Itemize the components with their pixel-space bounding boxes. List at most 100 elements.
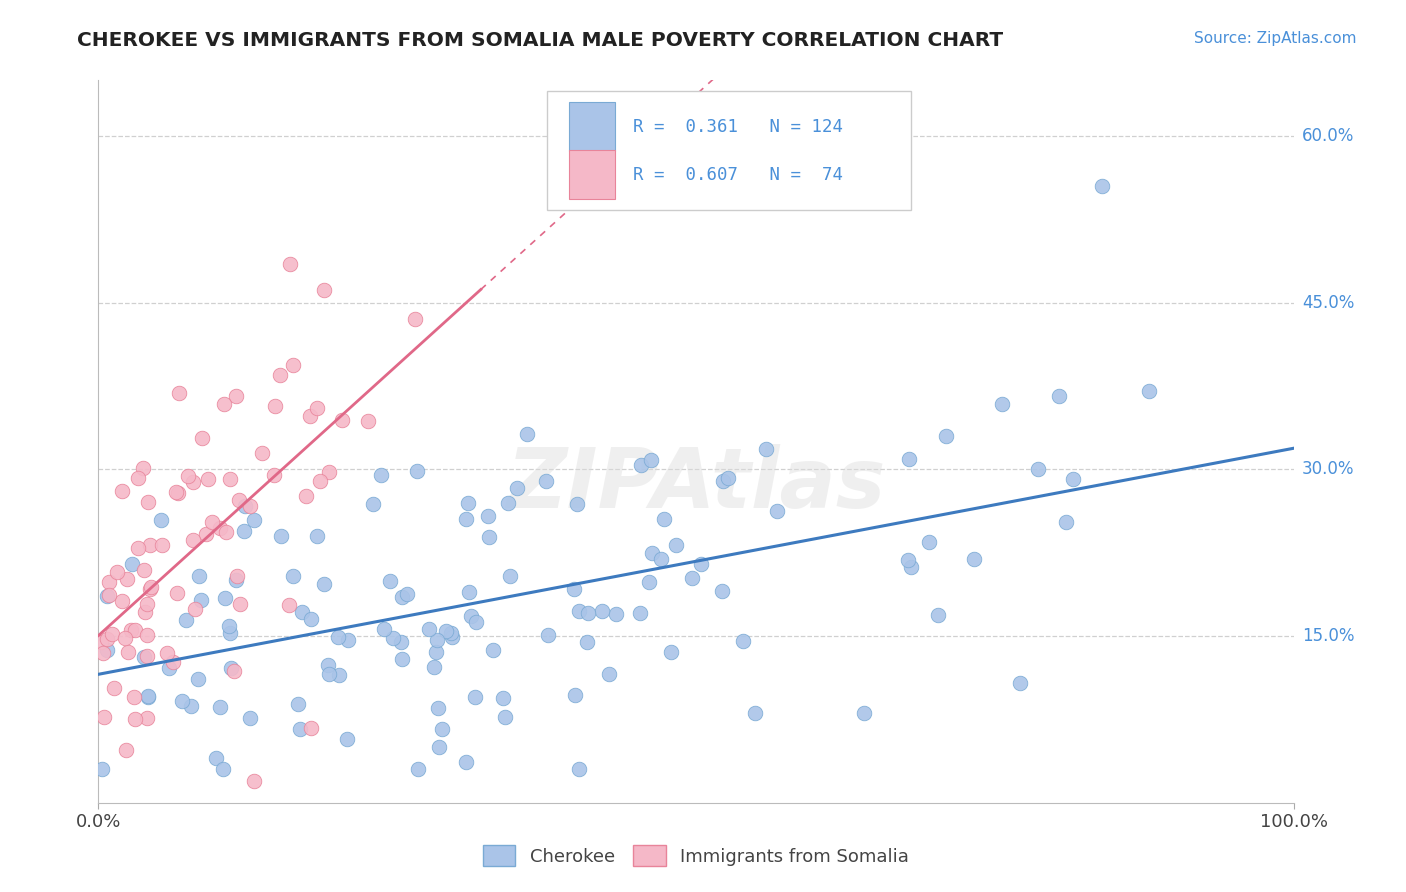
- Text: R =  0.361   N = 124: R = 0.361 N = 124: [633, 118, 842, 136]
- Point: [172, 694, 194, 708]
- Point: [426, 700, 449, 714]
- Point: [900, 559, 922, 574]
- Point: [209, 521, 232, 535]
- Point: [174, 613, 197, 627]
- Point: [568, 604, 591, 618]
- Point: [426, 632, 449, 647]
- Point: [506, 481, 529, 495]
- Point: [454, 512, 477, 526]
- Point: [150, 538, 173, 552]
- Point: [564, 688, 586, 702]
- Point: [852, 706, 875, 721]
- Point: [134, 563, 156, 577]
- Point: [1137, 384, 1160, 399]
- Point: [389, 634, 412, 648]
- Point: [440, 626, 463, 640]
- Point: [307, 529, 329, 543]
- Point: [136, 597, 159, 611]
- Point: [638, 574, 661, 589]
- Point: [197, 472, 219, 486]
- Point: [308, 474, 330, 488]
- Point: [136, 690, 159, 705]
- Point: [114, 632, 136, 646]
- Point: [134, 605, 156, 619]
- Point: [299, 409, 322, 423]
- Point: [564, 582, 586, 596]
- Text: 15.0%: 15.0%: [1302, 627, 1354, 645]
- Text: 60.0%: 60.0%: [1302, 127, 1354, 145]
- Point: [370, 468, 392, 483]
- Point: [357, 414, 380, 428]
- Point: [1028, 462, 1050, 476]
- Point: [576, 635, 599, 649]
- Point: [215, 525, 238, 540]
- Point: [105, 565, 128, 579]
- Point: [404, 312, 426, 326]
- Point: [101, 626, 124, 640]
- Point: [211, 763, 233, 777]
- Point: [664, 538, 686, 552]
- Point: [191, 431, 214, 445]
- Point: [98, 574, 121, 589]
- Point: [155, 646, 177, 660]
- Point: [755, 442, 778, 456]
- Point: [243, 513, 266, 527]
- Point: [212, 397, 235, 411]
- Point: [690, 557, 713, 571]
- Point: [219, 625, 242, 640]
- Point: [117, 645, 139, 659]
- Point: [628, 606, 651, 620]
- Point: [494, 710, 516, 724]
- Point: [330, 413, 353, 427]
- Point: [103, 681, 125, 696]
- Point: [731, 633, 754, 648]
- Point: [425, 645, 447, 659]
- Point: [277, 598, 299, 612]
- Point: [190, 593, 212, 607]
- Point: [181, 533, 204, 547]
- Point: [204, 751, 226, 765]
- Point: [122, 690, 145, 704]
- Point: [250, 445, 273, 459]
- Point: [418, 622, 440, 636]
- Point: [136, 711, 159, 725]
- Point: [128, 541, 150, 555]
- Point: [423, 659, 446, 673]
- Point: [991, 397, 1014, 411]
- Point: [135, 628, 157, 642]
- Point: [124, 624, 146, 638]
- Point: [464, 615, 486, 630]
- Point: [576, 606, 599, 620]
- Point: [93, 709, 115, 723]
- Point: [963, 552, 986, 566]
- Point: [405, 464, 427, 478]
- Point: [96, 632, 118, 646]
- Point: [567, 763, 589, 777]
- Point: [1047, 389, 1070, 403]
- Point: [287, 698, 309, 712]
- Point: [149, 513, 172, 527]
- Text: 30.0%: 30.0%: [1302, 460, 1354, 478]
- Point: [291, 605, 314, 619]
- Point: [90, 634, 112, 648]
- Point: [97, 588, 120, 602]
- Point: [239, 500, 262, 514]
- Point: [1091, 178, 1114, 193]
- Point: [181, 475, 204, 489]
- Point: [432, 722, 454, 736]
- Point: [225, 573, 247, 587]
- Legend: Cherokee, Immigrants from Somalia: Cherokee, Immigrants from Somalia: [475, 838, 917, 873]
- Point: [177, 468, 200, 483]
- Text: Source: ZipAtlas.com: Source: ZipAtlas.com: [1194, 31, 1357, 46]
- Point: [744, 706, 766, 720]
- Point: [187, 672, 209, 686]
- Point: [111, 483, 134, 498]
- Point: [184, 602, 207, 616]
- Point: [120, 623, 142, 637]
- Point: [187, 568, 209, 582]
- Point: [314, 283, 336, 297]
- Point: [264, 399, 287, 413]
- Text: CHEROKEE VS IMMIGRANTS FROM SOMALIA MALE POVERTY CORRELATION CHART: CHEROKEE VS IMMIGRANTS FROM SOMALIA MALE…: [77, 31, 1004, 50]
- Point: [1062, 472, 1084, 486]
- Point: [132, 649, 155, 664]
